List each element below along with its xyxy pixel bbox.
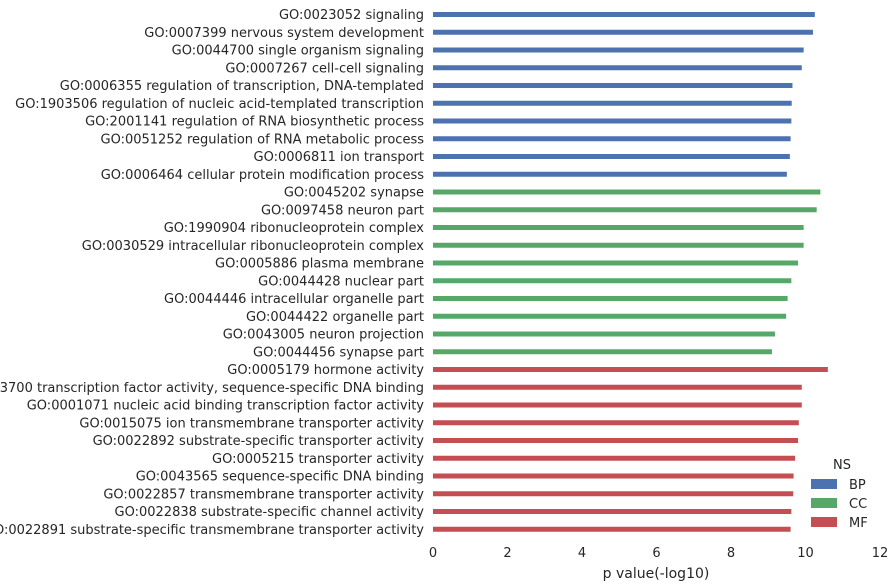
- y-tick-label: GO:0022891 substrate-specific transmembr…: [0, 523, 424, 538]
- y-tick-label: GO:0006464 cellular protein modification…: [101, 168, 424, 183]
- legend-title: NS: [833, 458, 851, 473]
- legend: NS BP CC MF: [811, 458, 868, 531]
- y-tick-label: GO:0044446 intracellular organelle part: [164, 292, 424, 307]
- bar-cc: [433, 349, 772, 355]
- legend-label-bp: BP: [849, 478, 866, 493]
- y-tick-label: GO:0006355 regulation of transcription, …: [60, 79, 424, 94]
- y-tick-label: GO:2001141 regulation of RNA biosyntheti…: [85, 115, 424, 130]
- bar-bp: [433, 12, 815, 17]
- legend-swatch-mf: [811, 517, 837, 527]
- y-tick-label: GO:0043005 neuron projection: [223, 328, 424, 343]
- bar-cc: [433, 242, 804, 248]
- legend-label-cc: CC: [849, 497, 867, 512]
- y-tick-label: GO:0044428 nuclear part: [258, 274, 424, 289]
- bar-cc: [433, 313, 787, 319]
- y-tick-label: GO:0005215 transporter activity: [212, 452, 424, 467]
- bar-mf: [433, 367, 828, 372]
- y-tick-label: GO:0007267 cell-cell signaling: [225, 61, 424, 76]
- bar-cc: [433, 260, 799, 266]
- y-tick-label: GO:0022857 transmembrane transporter act…: [103, 487, 424, 502]
- y-tick-label: GO:0097458 neuron part: [261, 203, 424, 218]
- y-tick-label: GO:0030529 intracellular ribonucleoprote…: [82, 239, 425, 254]
- bar-bp: [433, 136, 791, 142]
- y-tick-label: GO:0003700 transcription factor activity…: [0, 381, 424, 396]
- legend-label-mf: MF: [849, 516, 868, 531]
- y-tick-label: GO:0044422 organelle part: [246, 310, 424, 325]
- bar-bp: [433, 100, 792, 106]
- bar-mf: [433, 438, 799, 443]
- y-tick-label: GO:0044456 synapse part: [253, 345, 424, 360]
- y-tick-label: GO:1990904 ribonucleoprotein complex: [164, 221, 425, 236]
- y-tick-label: GO:0045202 synapse: [284, 186, 424, 201]
- y-tick-label: GO:0023052 signaling: [279, 8, 424, 23]
- bar-mf: [433, 384, 802, 390]
- x-tick-label: 12: [872, 546, 889, 561]
- bar-mf: [433, 455, 796, 461]
- bar-cc: [433, 278, 792, 284]
- y-tick-label: GO:0001071 nucleic acid binding transcri…: [27, 399, 425, 414]
- bar-mf: [433, 526, 791, 532]
- bar-cc: [433, 189, 821, 195]
- x-tick-label: 10: [797, 546, 814, 561]
- legend-swatch-bp: [811, 479, 837, 489]
- bar-bp: [433, 171, 787, 177]
- bar-mf: [433, 473, 794, 479]
- legend-swatch-cc: [811, 498, 837, 508]
- y-tick-label: GO:0006811 ion transport: [254, 150, 425, 165]
- bar-mf: [433, 402, 802, 408]
- x-tick-label: 0: [429, 546, 437, 561]
- x-tick-label: 8: [727, 546, 735, 561]
- y-tick-label: GO:0022892 substrate-specific transporte…: [93, 434, 425, 449]
- y-tick-label: GO:1903506 regulation of nucleic acid-te…: [15, 97, 424, 112]
- bar-cc: [433, 225, 804, 230]
- bar-cc: [433, 207, 817, 213]
- x-tick-label: 6: [652, 546, 660, 561]
- y-tick-label: GO:0015075 ion transmembrane transporter…: [79, 416, 424, 431]
- bar-bp: [433, 154, 790, 159]
- bar-mf: [433, 491, 794, 497]
- bar-bp: [433, 83, 793, 88]
- y-tick-label: GO:0043565 sequence-specific DNA binding: [136, 470, 424, 485]
- y-tick-label: GO:0007399 nervous system development: [144, 26, 424, 41]
- bar-bp: [433, 47, 804, 53]
- bar-bp: [433, 118, 792, 124]
- x-tick-label: 4: [578, 546, 586, 561]
- bar-bp: [433, 65, 802, 71]
- y-tick-label: GO:0022838 substrate-specific channel ac…: [115, 505, 425, 520]
- y-tick-label: GO:0005179 hormone activity: [227, 363, 424, 378]
- x-axis-label: p value(-log10): [603, 566, 710, 582]
- y-tick-labels: GO:0023052 signaling GO:0007399 nervous s…: [0, 8, 424, 538]
- bars-layer: [433, 12, 828, 532]
- y-tick-label: GO:0005886 plasma membrane: [215, 257, 424, 272]
- x-tick-label: 2: [503, 546, 511, 561]
- y-tick-label: GO:0044700 single organism signaling: [172, 44, 424, 59]
- bar-mf: [433, 509, 792, 514]
- bar-mf: [433, 420, 799, 426]
- bar-cc: [433, 296, 788, 301]
- y-tick-label: GO:0051252 regulation of RNA metabolic p…: [101, 132, 425, 147]
- bar-bp: [433, 29, 813, 35]
- bar-cc: [433, 331, 775, 337]
- x-tick-labels: 0 2 4 6 8 10 12: [429, 546, 888, 561]
